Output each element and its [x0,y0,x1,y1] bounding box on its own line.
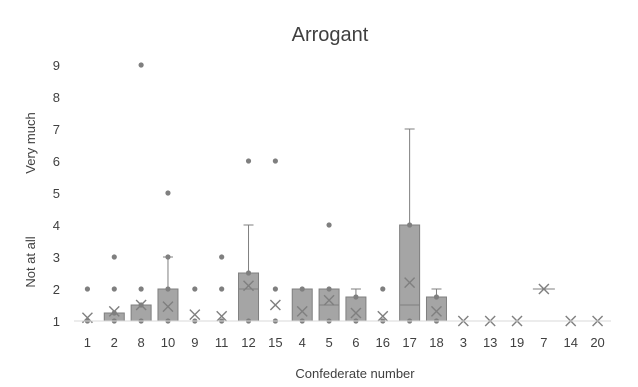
outlier-point [272,286,278,292]
box-group [264,158,287,324]
x-tick-label: 6 [352,335,359,350]
x-tick-label: 15 [268,335,282,350]
mean-marker [430,305,442,317]
box-group [345,288,367,324]
outlier-point [111,286,117,292]
box-rect [345,296,367,322]
x-tick-label: 9 [191,335,198,350]
box-group [130,62,152,324]
mean-marker [404,277,416,289]
y-tick-label: 6 [53,154,60,169]
data-point [245,270,252,276]
mean-marker [377,310,389,322]
data-point [353,294,359,300]
x-tick-label: 12 [241,335,255,350]
x-tick-label: 2 [111,335,118,350]
mean-marker [269,299,281,311]
x-tick-label: 19 [510,335,524,350]
x-tick-label: 7 [540,335,547,350]
box-group [157,190,179,324]
data-point [407,222,413,228]
y-axis-label-bottom: Not at all [23,236,38,287]
x-tick-label: 4 [299,335,306,350]
mean-marker [323,294,335,306]
outlier-point [111,254,117,260]
box-group [183,286,206,324]
y-tick-label: 2 [53,282,60,297]
box-rect [425,296,447,322]
data-point [165,286,171,292]
box-rect [238,272,260,322]
x-tick-label: 13 [483,335,497,350]
y-tick-label: 3 [53,250,60,265]
data-point [111,310,117,316]
y-tick-label: 4 [53,218,60,233]
box-group [238,158,260,324]
outlier-point [84,286,91,292]
box-rect [291,288,313,322]
outlier-point [138,286,144,292]
outlier-point [165,254,171,260]
outlier-point [138,62,144,68]
mean-marker [296,305,308,317]
data-point [433,294,440,300]
outlier-point [165,190,171,196]
box-group [425,288,447,324]
mean-marker [216,310,228,322]
y-axis-ticks: 1 2 3 4 5 6 7 8 9 [53,58,60,329]
box-group [76,286,99,324]
x-tick-label: 1 [84,335,91,350]
box-group [532,283,555,295]
x-axis-ticks: 1 2 8 10 9 11 12 15 4 5 6 16 17 18 3 13 19 7 14 20 [84,335,605,350]
x-tick-label: 20 [590,335,604,350]
x-tick-label: 10 [161,335,175,350]
x-tick-label: 16 [376,335,390,350]
box-rect [157,288,179,322]
mean-marker [162,301,174,313]
y-tick-label: 5 [53,186,60,201]
data-point [326,286,332,292]
mean-marker [108,305,120,317]
x-tick-label: 17 [402,335,416,350]
box-rect [399,224,421,322]
y-tick-label: 8 [53,90,60,105]
x-tick-label: 14 [563,335,577,350]
mean-marker [350,307,362,319]
chart-title: Arrogant [292,24,369,46]
box-group [103,254,125,324]
box-group [210,254,233,324]
y-tick-label: 7 [53,122,60,137]
outlier-point [272,158,278,164]
box-group [371,286,394,324]
outlier-point [192,286,198,292]
box-group [318,222,340,324]
outlier-point [219,286,225,292]
x-tick-label: 18 [429,335,443,350]
y-tick-label: 9 [53,58,60,73]
x-tick-label: 3 [460,335,467,350]
y-axis-label-top: Very much [23,112,38,173]
mean-marker [538,283,550,295]
mean-marker [189,309,201,321]
x-tick-label: 5 [325,335,332,350]
x-tick-label: 8 [138,335,145,350]
box-marks [76,62,609,327]
outlier-point [326,222,332,228]
x-tick-label: 11 [215,335,229,350]
y-tick-label: 1 [53,314,60,329]
outlier-point [380,286,386,292]
mean-marker [243,280,255,292]
box-group [399,128,421,324]
x-axis-label: Confederate number [295,366,415,381]
outlier-point [245,158,252,164]
outlier-point [219,254,225,260]
mean-marker [135,299,147,311]
data-point [299,286,305,292]
box-group [291,286,313,324]
